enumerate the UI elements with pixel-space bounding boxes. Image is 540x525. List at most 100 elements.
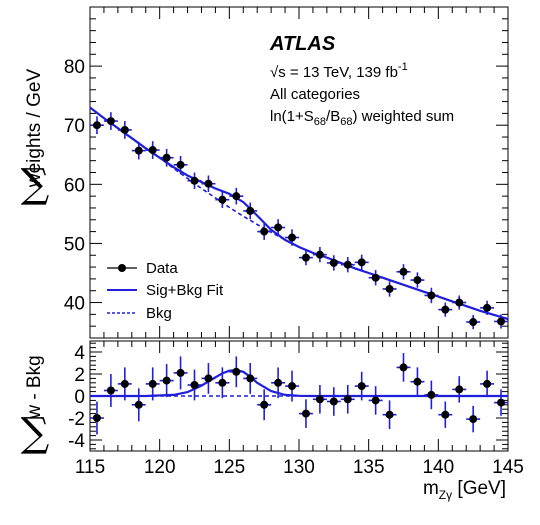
data-marker [134, 146, 143, 155]
data-marker [120, 379, 129, 388]
data-point [438, 302, 453, 317]
y-tick-label: 4 [74, 343, 85, 364]
x-axis-title-unit: [GeV] [452, 478, 506, 499]
data-marker [441, 410, 450, 419]
main-x-axis [89, 7, 509, 338]
data-marker [469, 415, 478, 424]
data-marker [190, 381, 199, 389]
legend-item-data: Data [107, 260, 178, 277]
data-point [187, 369, 202, 401]
main-ylabel: weights / GeV [24, 69, 45, 189]
y-tick-label: -4 [68, 431, 85, 452]
x-tick-label: 145 [492, 457, 524, 478]
data-marker [148, 146, 157, 155]
data-point [382, 400, 397, 429]
main-ylabel-sum-symbol: ∑ [21, 161, 50, 207]
data-marker [232, 367, 241, 376]
x-tick-label: 125 [213, 457, 245, 478]
data-marker [148, 379, 157, 388]
data-point [187, 172, 202, 190]
data-point [424, 287, 439, 304]
data-marker [232, 192, 241, 201]
main-panel: 40 50 60 70 80 ATLAS √s = 13 TeV, 139 fb-1 A… [64, 6, 509, 339]
legend-label-fit: Sig+Bkg Fit [146, 282, 224, 299]
data-marker [371, 396, 380, 405]
data-marker [469, 318, 478, 327]
x-tick-label: 120 [144, 457, 176, 478]
data-point [494, 314, 508, 329]
data-marker [176, 160, 185, 169]
data-marker [246, 374, 255, 383]
data-marker [190, 176, 199, 185]
energy-lumi-label: √s = 13 TeV, 139 fb-1 [270, 61, 408, 81]
data-marker [497, 317, 506, 326]
data-marker [162, 376, 171, 385]
data-point [285, 229, 299, 246]
weighting-sub-2: 68 [340, 116, 352, 128]
x-axis-title-subscript: Zγ [439, 488, 452, 502]
data-marker [204, 374, 213, 383]
data-point [201, 363, 216, 394]
data-point [299, 249, 313, 266]
data-point [90, 116, 104, 135]
weighting-text-a: ln(1+S [270, 108, 314, 125]
data-point [173, 356, 188, 390]
data-point [452, 376, 467, 403]
data-marker [301, 253, 310, 262]
data-point [438, 401, 453, 428]
ratio-ylabel: w - Bkg [24, 355, 45, 419]
data-marker [385, 284, 394, 293]
legend-label-data: Data [146, 260, 178, 277]
data-point [215, 367, 230, 399]
data-point [257, 223, 272, 240]
data-point [466, 314, 481, 330]
data-point [396, 353, 411, 382]
data-point [480, 370, 495, 398]
data-marker [371, 273, 380, 282]
data-point [271, 367, 286, 399]
data-marker [497, 398, 506, 407]
data-marker [246, 206, 255, 215]
data-point [368, 270, 383, 286]
data-point [103, 374, 118, 407]
data-marker [385, 410, 394, 419]
y-tick-label: 70 [64, 116, 85, 137]
data-marker [218, 195, 227, 204]
x-tick-label: 140 [422, 457, 454, 478]
weighting-text-b: /B [326, 108, 340, 125]
ratio-ylabel-sum-symbol: ∑ [21, 410, 50, 456]
legend-item-bkg: Bkg [107, 305, 172, 322]
energy-lumi-superscript: -1 [398, 61, 408, 73]
data-point [271, 219, 286, 236]
data-marker [343, 260, 352, 269]
data-point [326, 387, 341, 416]
data-point [173, 155, 188, 174]
data-point [103, 112, 118, 130]
data-marker [288, 382, 297, 391]
legend-label-bkg: Bkg [146, 305, 172, 322]
data-point [452, 295, 467, 310]
data-marker [260, 400, 269, 409]
data-point [396, 264, 411, 280]
data-point [159, 364, 174, 398]
data-marker [301, 409, 310, 418]
data-marker [260, 227, 269, 236]
data-point [354, 254, 369, 271]
data-marker [455, 298, 464, 307]
x-axis-title: mZγ [GeV] [423, 478, 506, 502]
ratio-series [90, 353, 508, 435]
x-tick-label: 135 [353, 457, 385, 478]
data-marker [329, 258, 338, 267]
data-marker [357, 258, 366, 267]
data-marker [218, 378, 227, 387]
data-marker [120, 125, 129, 134]
data-point [229, 187, 244, 205]
data-marker [274, 378, 283, 387]
x-tick-label: 115 [75, 457, 105, 478]
data-point [410, 367, 425, 396]
data-point [229, 356, 244, 388]
data-point [410, 272, 425, 288]
data-point [340, 257, 355, 273]
data-marker [399, 363, 408, 372]
